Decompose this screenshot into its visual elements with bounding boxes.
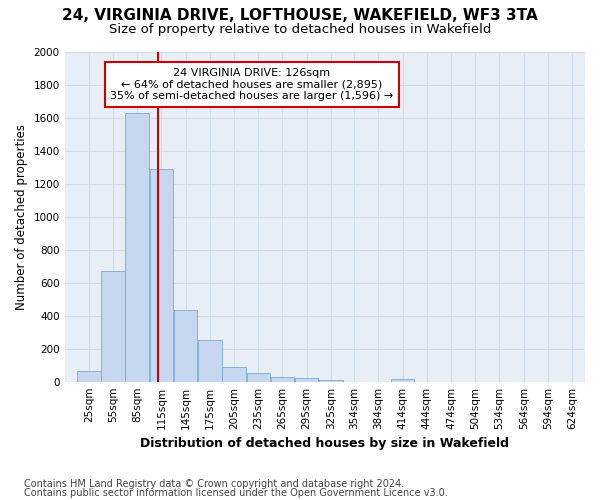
Bar — [222, 367, 246, 382]
Bar — [149, 168, 173, 382]
Bar — [391, 379, 415, 382]
Bar — [247, 372, 270, 382]
Bar — [101, 271, 125, 382]
Text: 24 VIRGINIA DRIVE: 126sqm
← 64% of detached houses are smaller (2,895)
35% of se: 24 VIRGINIA DRIVE: 126sqm ← 64% of detac… — [110, 68, 394, 101]
Text: Contains HM Land Registry data © Crown copyright and database right 2024.: Contains HM Land Registry data © Crown c… — [24, 479, 404, 489]
Text: Contains public sector information licensed under the Open Government Licence v3: Contains public sector information licen… — [24, 488, 448, 498]
Bar — [125, 112, 149, 382]
Bar — [77, 371, 101, 382]
Bar — [295, 378, 319, 382]
Bar — [198, 340, 221, 382]
Bar — [271, 376, 294, 382]
Bar — [174, 310, 197, 382]
Text: Size of property relative to detached houses in Wakefield: Size of property relative to detached ho… — [109, 22, 491, 36]
Y-axis label: Number of detached properties: Number of detached properties — [15, 124, 28, 310]
X-axis label: Distribution of detached houses by size in Wakefield: Distribution of detached houses by size … — [140, 437, 509, 450]
Text: 24, VIRGINIA DRIVE, LOFTHOUSE, WAKEFIELD, WF3 3TA: 24, VIRGINIA DRIVE, LOFTHOUSE, WAKEFIELD… — [62, 8, 538, 22]
Bar — [319, 380, 343, 382]
